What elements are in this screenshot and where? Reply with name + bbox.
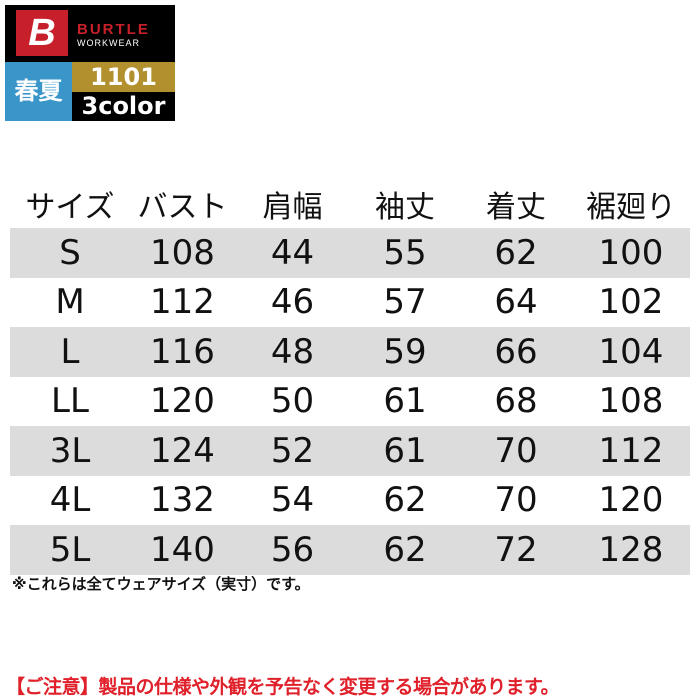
header-cell: バスト <box>137 190 228 225</box>
size-cell: L <box>60 331 80 372</box>
measurement-cell: 62 <box>383 529 427 570</box>
measurement-cell: 66 <box>494 331 538 372</box>
table-row: S 108 44 55 62 100 <box>10 228 690 278</box>
measurement-cell: 70 <box>494 430 538 471</box>
measurement-cell: 50 <box>270 381 315 422</box>
measurement-cell: 140 <box>150 529 215 570</box>
measurement-cell: 55 <box>383 232 427 273</box>
size-cell: S <box>59 232 81 273</box>
size-cell: 3L <box>49 430 91 471</box>
table-row: 4L 132 54 62 70 120 <box>10 476 690 526</box>
measurement-cell: 112 <box>598 430 664 471</box>
measurement-cell: 61 <box>383 381 427 422</box>
table-row: M 112 46 57 64 102 <box>10 278 690 328</box>
product-code: 1101 <box>72 62 175 92</box>
measurement-cell: 132 <box>150 480 215 521</box>
measurement-cell: 70 <box>494 480 538 521</box>
brand-logo: B BURTLE WORKWEAR 春夏 1101 3color <box>5 5 175 121</box>
header-cell: 肩幅 <box>262 190 323 225</box>
measurement-cell: 57 <box>383 282 427 323</box>
brand-name: BURTLE <box>77 21 150 38</box>
measurement-cell: 120 <box>598 480 664 521</box>
brand-row: B BURTLE WORKWEAR <box>5 5 175 61</box>
measurement-cell: 102 <box>598 282 664 323</box>
measurement-cell: 62 <box>494 232 538 273</box>
table-row: 3L 124 52 61 70 112 <box>10 426 690 476</box>
size-note: ※これらは全てウェアサイズ（実寸）です。 <box>12 575 310 593</box>
measurement-cell: 124 <box>150 430 215 471</box>
measurement-cell: 120 <box>150 381 215 422</box>
measurement-cell: 61 <box>383 430 427 471</box>
measurement-cell: 52 <box>270 430 315 471</box>
measurement-cell: 108 <box>150 232 215 273</box>
measurement-cell: 72 <box>494 529 538 570</box>
size-cell: 4L <box>49 480 91 521</box>
measurement-cell: 128 <box>598 529 664 570</box>
measurement-cell: 64 <box>494 282 538 323</box>
season-badge: 春夏 <box>5 62 72 121</box>
measurement-cell: 56 <box>270 529 315 570</box>
measurement-cell: 46 <box>270 282 315 323</box>
header-cell: 袖丈 <box>375 190 435 225</box>
header-cell: サイズ <box>25 190 115 225</box>
measurement-cell: 54 <box>270 480 315 521</box>
color-count: 3color <box>81 92 166 120</box>
measurement-cell: 100 <box>598 232 664 273</box>
measurement-cell: 68 <box>494 381 538 422</box>
measurement-cell: 104 <box>598 331 664 372</box>
measurement-cell: 112 <box>150 282 215 323</box>
size-table: サイズ バスト 肩幅 袖丈 着丈 裾廻り S 108 44 55 62 100 M 112 46… <box>10 180 690 575</box>
table-row: LL 120 50 61 68 108 <box>10 377 690 427</box>
size-cell: LL <box>51 381 89 422</box>
size-cell: M <box>55 282 85 323</box>
measurement-cell: 48 <box>270 331 315 372</box>
table-row: L 116 48 59 66 104 <box>10 327 690 377</box>
table-row: 5L 140 56 62 72 128 <box>10 525 690 575</box>
burtle-b-mark-icon: B <box>16 10 68 56</box>
measurement-cell: 116 <box>150 331 215 372</box>
measurement-cell: 108 <box>598 381 664 422</box>
warning-notice: 【ご注意】製品の仕様や外観を予告なく変更する場合があります。 <box>6 676 560 698</box>
measurement-cell: 62 <box>383 480 427 521</box>
measurement-cell: 44 <box>270 232 315 273</box>
measurement-cell: 59 <box>383 331 427 372</box>
header-cell: 着丈 <box>486 190 546 225</box>
size-cell: 5L <box>49 529 91 570</box>
header-cell: 裾廻り <box>586 190 676 225</box>
table-header: サイズ バスト 肩幅 袖丈 着丈 裾廻り <box>10 180 690 228</box>
brand-subtitle: WORKWEAR <box>77 38 140 48</box>
